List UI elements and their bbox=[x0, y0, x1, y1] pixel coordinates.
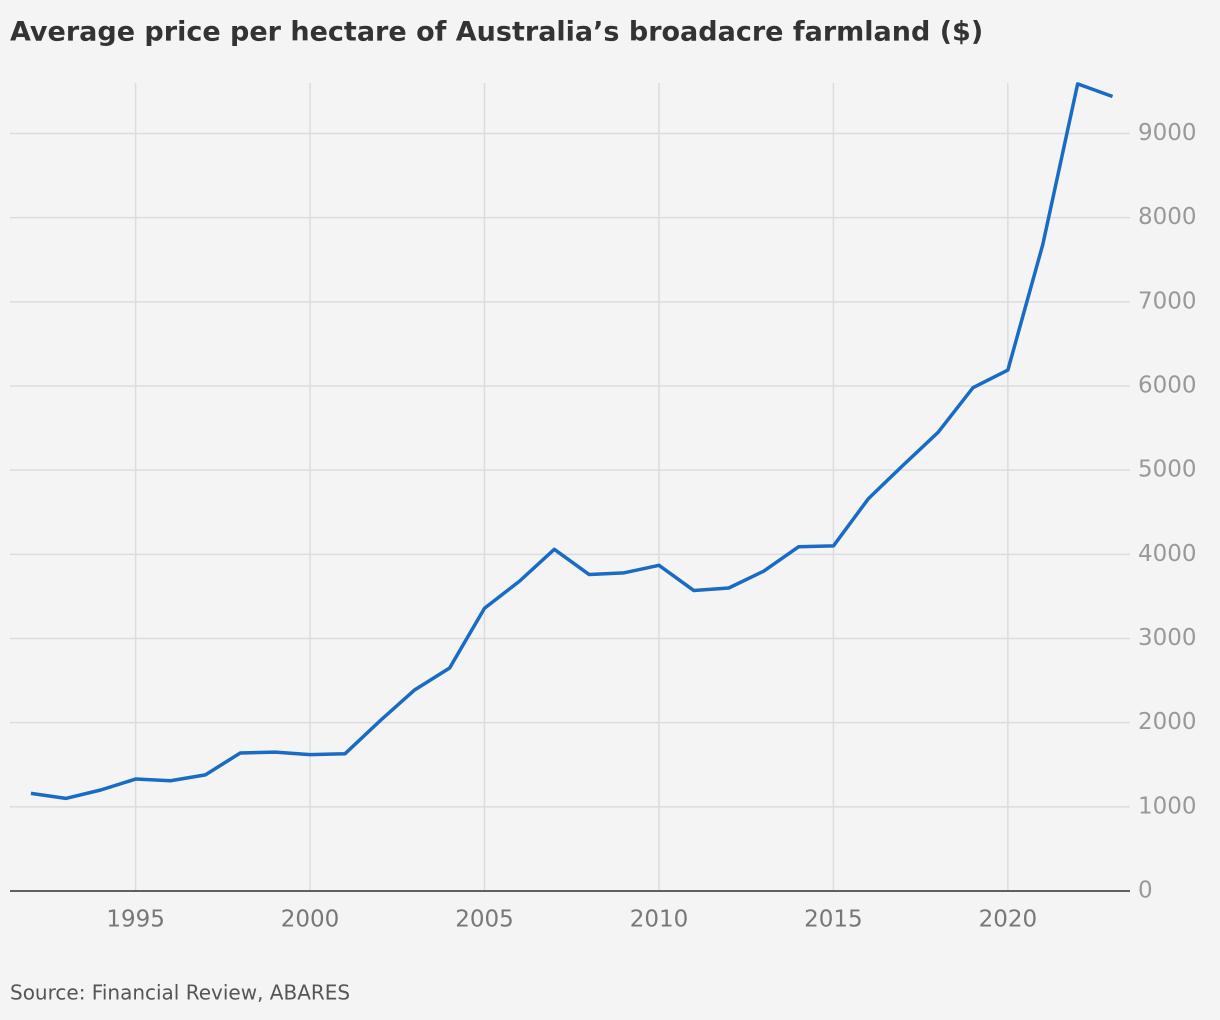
x-tick-label: 2015 bbox=[804, 907, 863, 933]
y-tick-label: 3000 bbox=[1138, 625, 1197, 651]
y-tick-label: 2000 bbox=[1138, 709, 1197, 735]
data-line bbox=[30, 82, 1114, 801]
x-tick-label: 2020 bbox=[979, 907, 1038, 933]
y-tick-label: 0 bbox=[1138, 878, 1153, 904]
y-tick-label: 8000 bbox=[1138, 204, 1197, 230]
source: Source: Financial Review, ABARES bbox=[10, 981, 350, 1005]
x-tick-label: 2005 bbox=[455, 907, 514, 933]
x-tick-label: 2000 bbox=[281, 907, 340, 933]
y-tick-label: 1000 bbox=[1138, 793, 1197, 819]
y-tick-label: 5000 bbox=[1138, 457, 1197, 483]
y-tick-label: 9000 bbox=[1138, 120, 1197, 146]
chart-title: Average price per hectare of Australia’s… bbox=[10, 17, 983, 48]
x-tick-label: 1995 bbox=[106, 907, 165, 933]
y-tick-label: 7000 bbox=[1138, 288, 1197, 314]
y-tick-label: 4000 bbox=[1138, 541, 1197, 567]
y-tick-label: 6000 bbox=[1138, 373, 1197, 399]
x-tick-label: 2010 bbox=[630, 907, 689, 933]
